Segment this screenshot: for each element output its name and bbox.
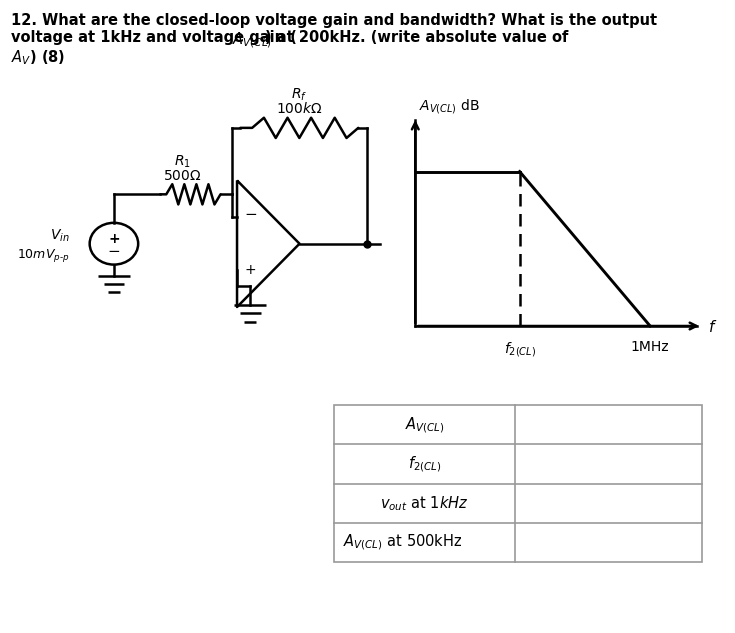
Text: 12. What are the closed-loop voltage gain and bandwidth? What is the output: 12. What are the closed-loop voltage gai… [11,13,657,28]
Text: 1MHz: 1MHz [631,340,670,354]
Text: $A_{V(CL)}$ dB: $A_{V(CL)}$ dB [419,97,480,116]
Text: voltage at 1kHz and voltage gain (: voltage at 1kHz and voltage gain ( [11,30,297,46]
Text: $f_{2(CL)}$: $f_{2(CL)}$ [503,340,536,359]
Text: $A_{V(CL)}$: $A_{V(CL)}$ [404,415,445,434]
Text: $10mV_{p\text{-}p}$: $10mV_{p\text{-}p}$ [18,247,70,263]
Text: $A_{V(CL)}$ at 500kHz: $A_{V(CL)}$ at 500kHz [343,533,463,552]
Text: $500\Omega$: $500\Omega$ [163,169,201,183]
Text: $\mathit{A}$$_{\mathit{V(CL)}}$: $\mathit{A}$$_{\mathit{V(CL)}}$ [232,30,271,50]
Text: −: − [107,244,121,259]
Text: $100k\Omega$: $100k\Omega$ [276,101,323,116]
Text: $R_1$: $R_1$ [174,154,190,170]
Text: $v_{out}$ at $1kHz$: $v_{out}$ at $1kHz$ [380,494,469,513]
Text: $f_{2(CL)}$: $f_{2(CL)}$ [408,454,441,473]
Text: $\mathit{A_V}$) (8): $\mathit{A_V}$) (8) [11,48,65,67]
Text: $f$: $f$ [709,319,717,335]
Text: ) at 200kHz. (write absolute value of: ) at 200kHz. (write absolute value of [265,30,569,46]
Text: +: + [244,263,256,277]
Text: $R_f$: $R_f$ [291,86,307,103]
Text: −: − [244,207,257,222]
Text: +: + [108,232,120,246]
Text: $V_{in}$: $V_{in}$ [50,228,70,244]
